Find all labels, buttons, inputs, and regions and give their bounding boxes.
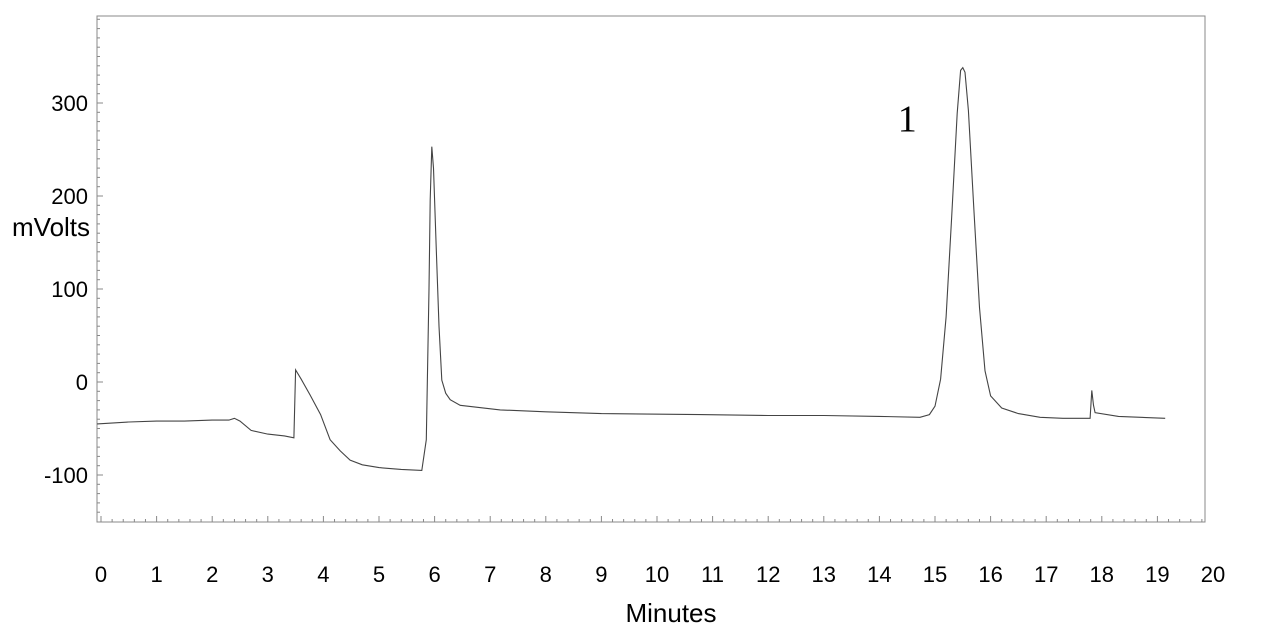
x-tick-labels: 0 1 2 3 4 5 6 7 8 9 10 11 12 13 14 15 16 17 18 19 20 xyxy=(95,562,1225,587)
x-tick-label: 0 xyxy=(95,562,107,587)
x-tick-label: 14 xyxy=(867,562,891,587)
x-tick-label: 12 xyxy=(756,562,780,587)
x-tick-label: 7 xyxy=(484,562,496,587)
y-tick-label: -100 xyxy=(44,463,88,488)
x-tick-label: 11 xyxy=(701,562,724,587)
x-axis-title: Minutes xyxy=(625,598,716,628)
x-tick-label: 19 xyxy=(1145,562,1169,587)
x-tick-label: 6 xyxy=(428,562,440,587)
y-tick-label: 200 xyxy=(51,184,88,209)
y-axis-title: mVolts xyxy=(12,212,90,242)
x-tick-label: 1 xyxy=(150,562,162,587)
x-tick-label: 8 xyxy=(540,562,552,587)
x-tick-label: 13 xyxy=(812,562,836,587)
y-tick-label: 0 xyxy=(76,370,88,395)
chromatogram-trace xyxy=(97,66,1166,471)
x-tick-label: 4 xyxy=(317,562,329,587)
x-tick-label: 2 xyxy=(206,562,218,587)
x-tick-label: 18 xyxy=(1090,562,1114,587)
x-tick-label: 17 xyxy=(1034,562,1058,587)
x-tick-label: 9 xyxy=(595,562,607,587)
x-tick-label: 20 xyxy=(1201,562,1225,587)
x-tick-label: 3 xyxy=(262,562,274,587)
x-tick-label: 15 xyxy=(923,562,947,587)
plot-frame xyxy=(96,15,1206,523)
x-tick-label: 5 xyxy=(373,562,385,587)
y-tick-labels: 300 200 100 0 -100 xyxy=(44,91,88,488)
peak-label-1: 1 xyxy=(898,99,917,141)
x-tick-label: 16 xyxy=(978,562,1002,587)
y-tick-label: 300 xyxy=(51,91,88,116)
minor-ticks xyxy=(97,18,1203,522)
y-tick-label: 100 xyxy=(51,277,88,302)
x-tick-label: 10 xyxy=(645,562,669,587)
